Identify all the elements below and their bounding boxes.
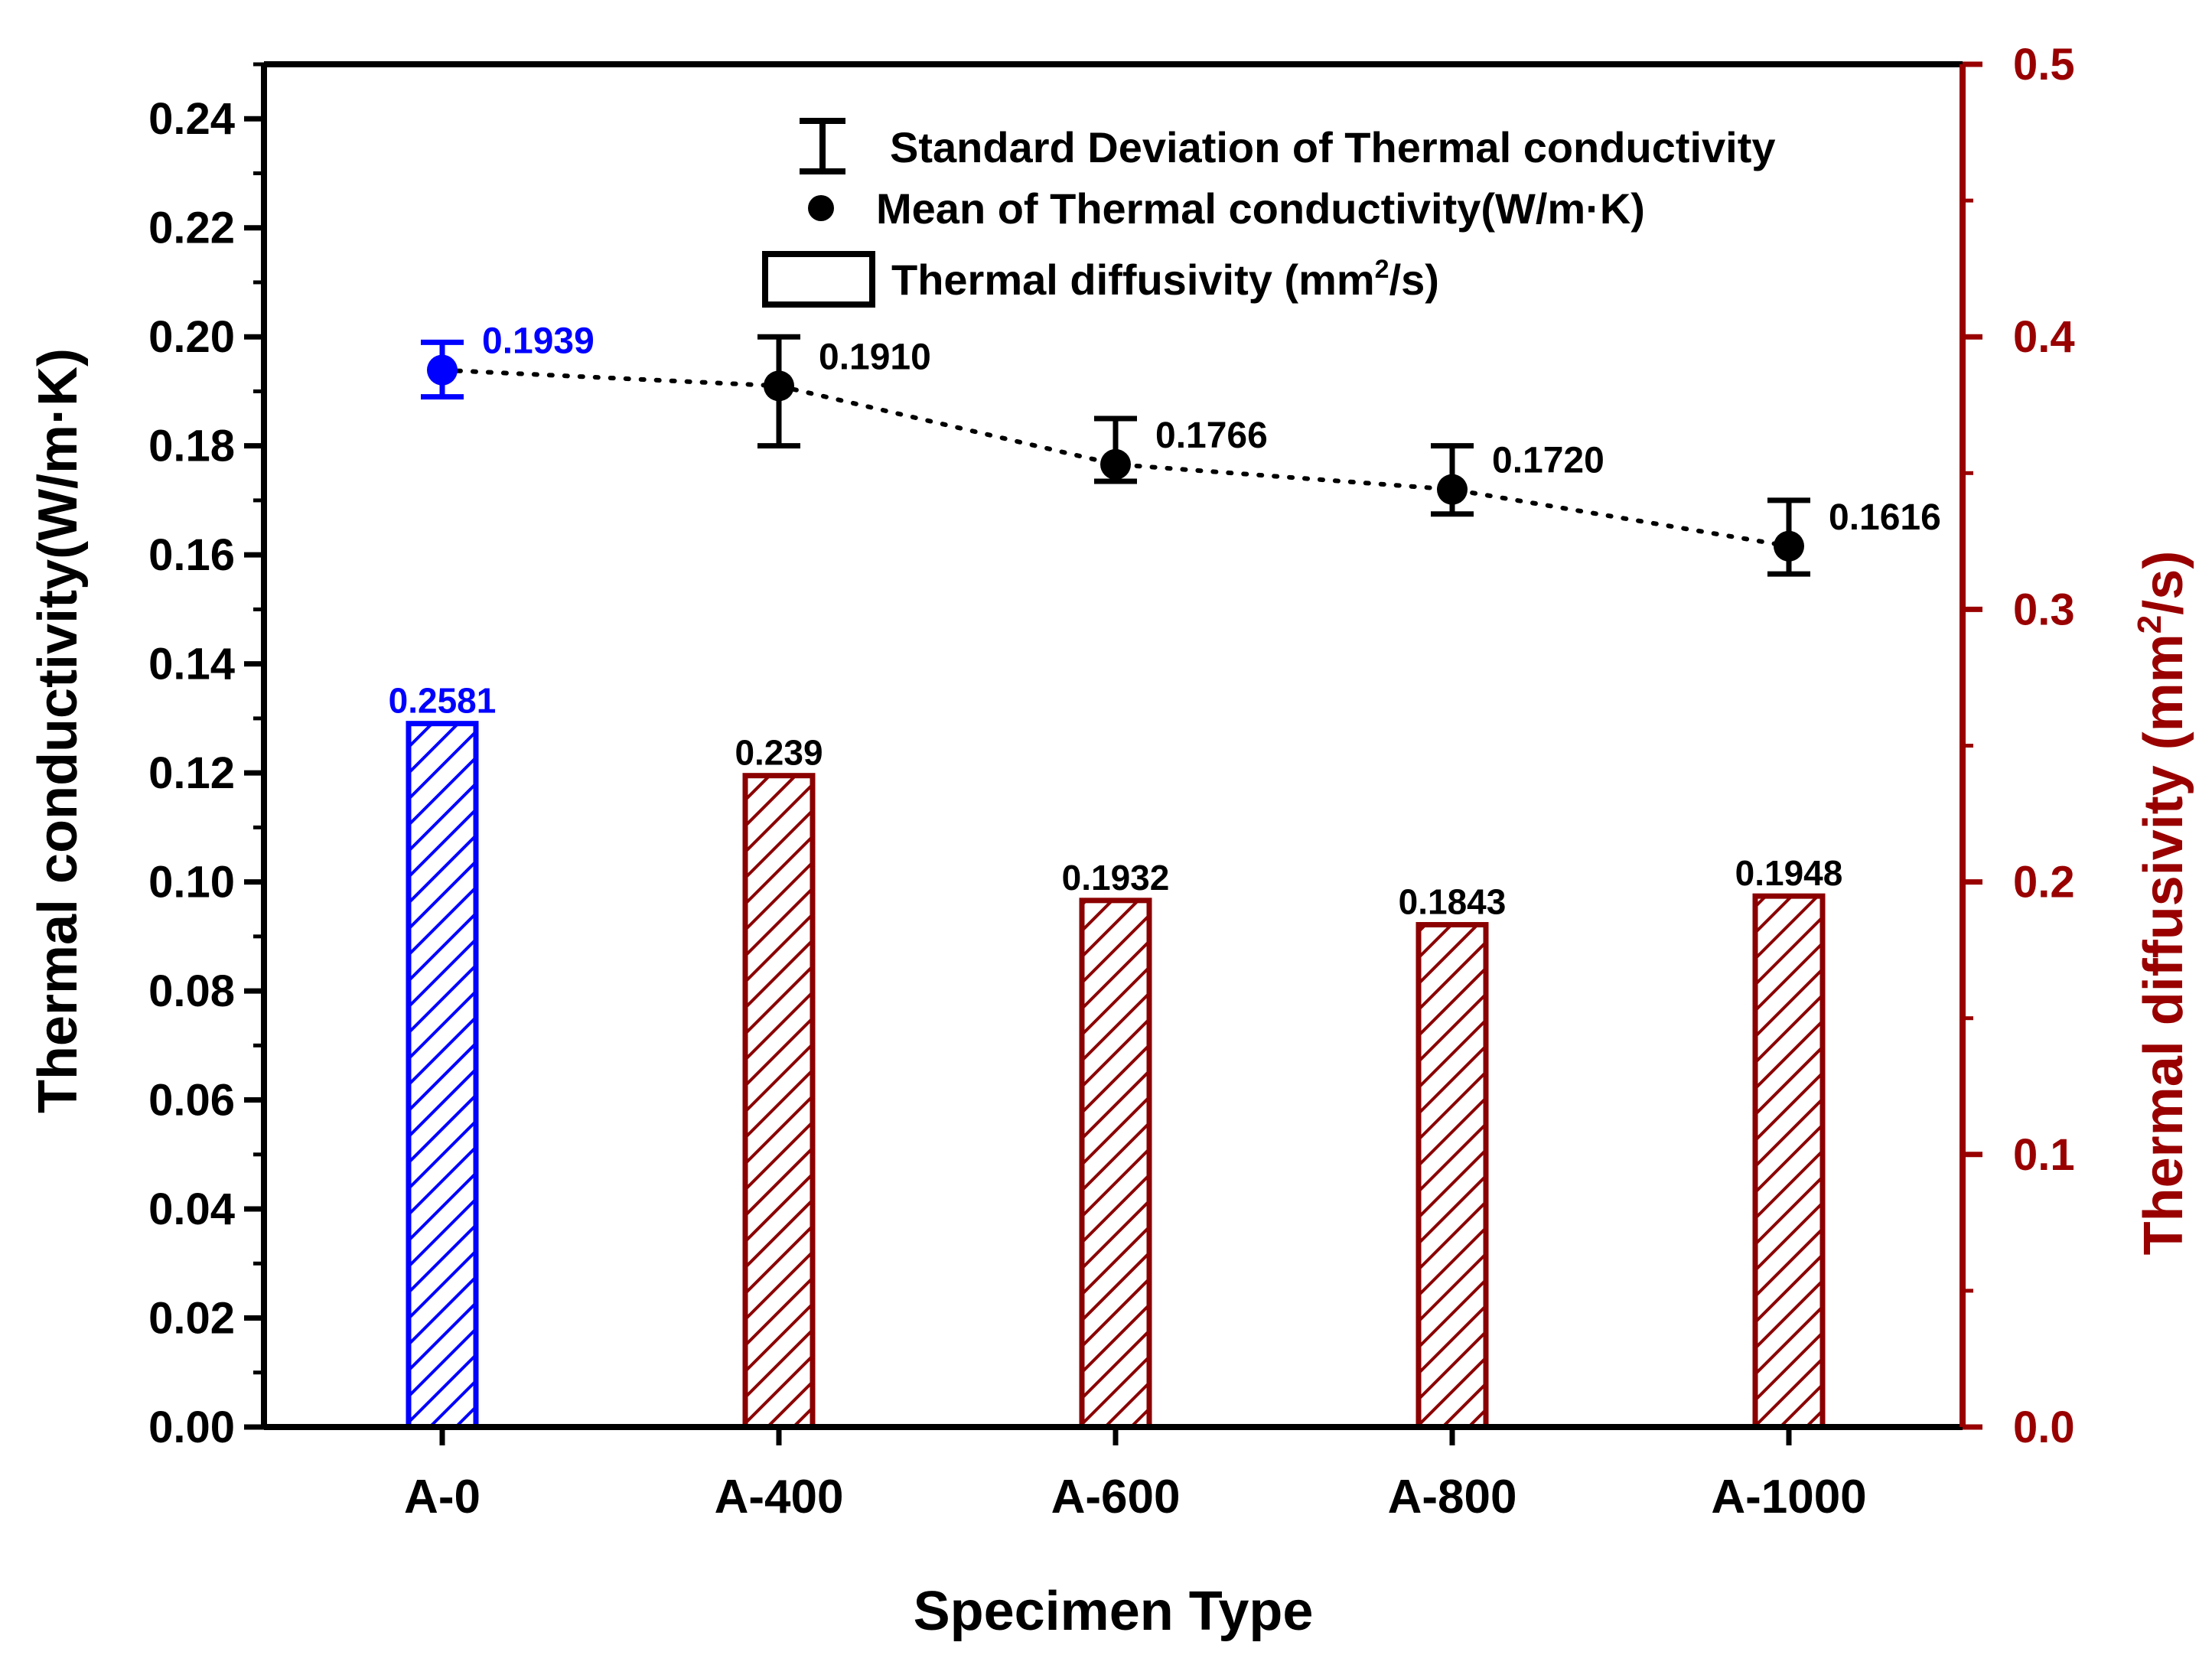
bar-value-label: 0.1948: [1735, 853, 1843, 893]
y-left-tick-label: 0.24: [148, 94, 235, 144]
bar-value-label: 0.1843: [1399, 882, 1507, 922]
y-left-tick-label: 0.16: [148, 530, 235, 580]
legend-item-mean: Mean of Thermal conductivity(W/m·K): [808, 184, 1645, 233]
x-axis-title: Specimen Type: [914, 1581, 1314, 1642]
y-axis-left-title: Thermal conductivity(W/m·K): [28, 348, 89, 1113]
bar-a-0: [406, 721, 479, 1430]
point-a-0: [427, 354, 458, 386]
legend-label-diffusivity-sup: 2: [1375, 255, 1389, 284]
y-left-tick-label: 0.14: [148, 640, 235, 689]
y-left-tick-label: 0.12: [148, 748, 235, 798]
legend-label-std-dev: Standard Deviation of Thermal conductivi…: [890, 123, 1776, 171]
y-left-tick-label: 0.04: [148, 1184, 235, 1234]
y-left-tick-label: 0.22: [148, 204, 235, 253]
trend-line: [440, 367, 1791, 549]
bars: [406, 721, 1826, 1430]
y-axis-right-title: Thermal diffusivity (mm2/s): [2131, 551, 2194, 1256]
point-a-1000: [1774, 530, 1804, 562]
bar-value-label: 0.1932: [1062, 858, 1170, 898]
bar-a-1000: [1752, 893, 1826, 1430]
y-left-tick-label: 0.02: [148, 1294, 235, 1344]
y-left-tick-label: 0.10: [148, 858, 235, 907]
bar-a-400: [742, 773, 816, 1430]
axes: 0.000.020.040.060.080.100.120.140.160.18…: [148, 40, 2075, 1523]
bar-a-800: [1415, 922, 1489, 1430]
y-right-tick-label: 0.0: [2013, 1403, 2075, 1452]
point-a-400: [764, 370, 794, 402]
y-right-tick-label: 0.3: [2013, 585, 2075, 634]
point-value-label: 0.1910: [819, 337, 931, 377]
x-tick-label: A-400: [715, 1471, 844, 1523]
point-a-600: [1100, 448, 1131, 480]
y-left-tick-label: 0.06: [148, 1076, 235, 1126]
legend-label-mean: Mean of Thermal conductivity(W/m·K): [876, 184, 1645, 233]
bar-value-label: 0.239: [735, 733, 823, 773]
y-axis-right-title-prefix: Thermal diffusivity (mm: [2133, 634, 2194, 1255]
point-a-800: [1437, 474, 1468, 505]
bar-value-label: 0.2581: [389, 681, 497, 721]
y-left-tick-label: 0.00: [148, 1403, 235, 1452]
legend-item-diffusivity: Thermal diffusivity (mm2/s): [762, 251, 1439, 308]
legend-bar-icon: [762, 251, 875, 308]
point-value-label: 0.1766: [1155, 415, 1268, 456]
points: [421, 334, 1810, 577]
x-tick-label: A-0: [404, 1471, 481, 1523]
y-axis-right-title-suffix: /s): [2133, 551, 2194, 615]
y-left-tick-label: 0.20: [148, 312, 235, 362]
y-right-tick-label: 0.2: [2013, 858, 2075, 907]
point-value-label: 0.1616: [1829, 497, 1941, 538]
y-left-tick-label: 0.08: [148, 966, 235, 1016]
point-value-label: 0.1939: [482, 321, 595, 362]
y-axis-right-title-sup: 2: [2131, 615, 2168, 634]
legend: Standard Deviation of Thermal conductivi…: [762, 118, 1776, 308]
legend-label-diffusivity-prefix: Thermal diffusivity (mm: [891, 256, 1375, 304]
point-value-label: 0.1720: [1492, 441, 1604, 481]
y-right-tick-label: 0.1: [2013, 1130, 2075, 1180]
legend-label-diffusivity: Thermal diffusivity (mm2/s): [891, 255, 1439, 304]
legend-point-icon: [808, 195, 834, 221]
y-left-tick-label: 0.18: [148, 422, 235, 471]
bar-a-600: [1079, 898, 1152, 1430]
legend-label-diffusivity-suffix: /s): [1389, 256, 1439, 304]
x-tick-label: A-600: [1051, 1471, 1181, 1523]
y-right-tick-label: 0.5: [2013, 40, 2075, 90]
y-right-tick-label: 0.4: [2013, 312, 2075, 362]
x-tick-label: A-800: [1388, 1471, 1517, 1523]
x-tick-label: A-1000: [1711, 1471, 1866, 1523]
legend-item-std-dev: Standard Deviation of Thermal conductivi…: [800, 118, 1776, 174]
